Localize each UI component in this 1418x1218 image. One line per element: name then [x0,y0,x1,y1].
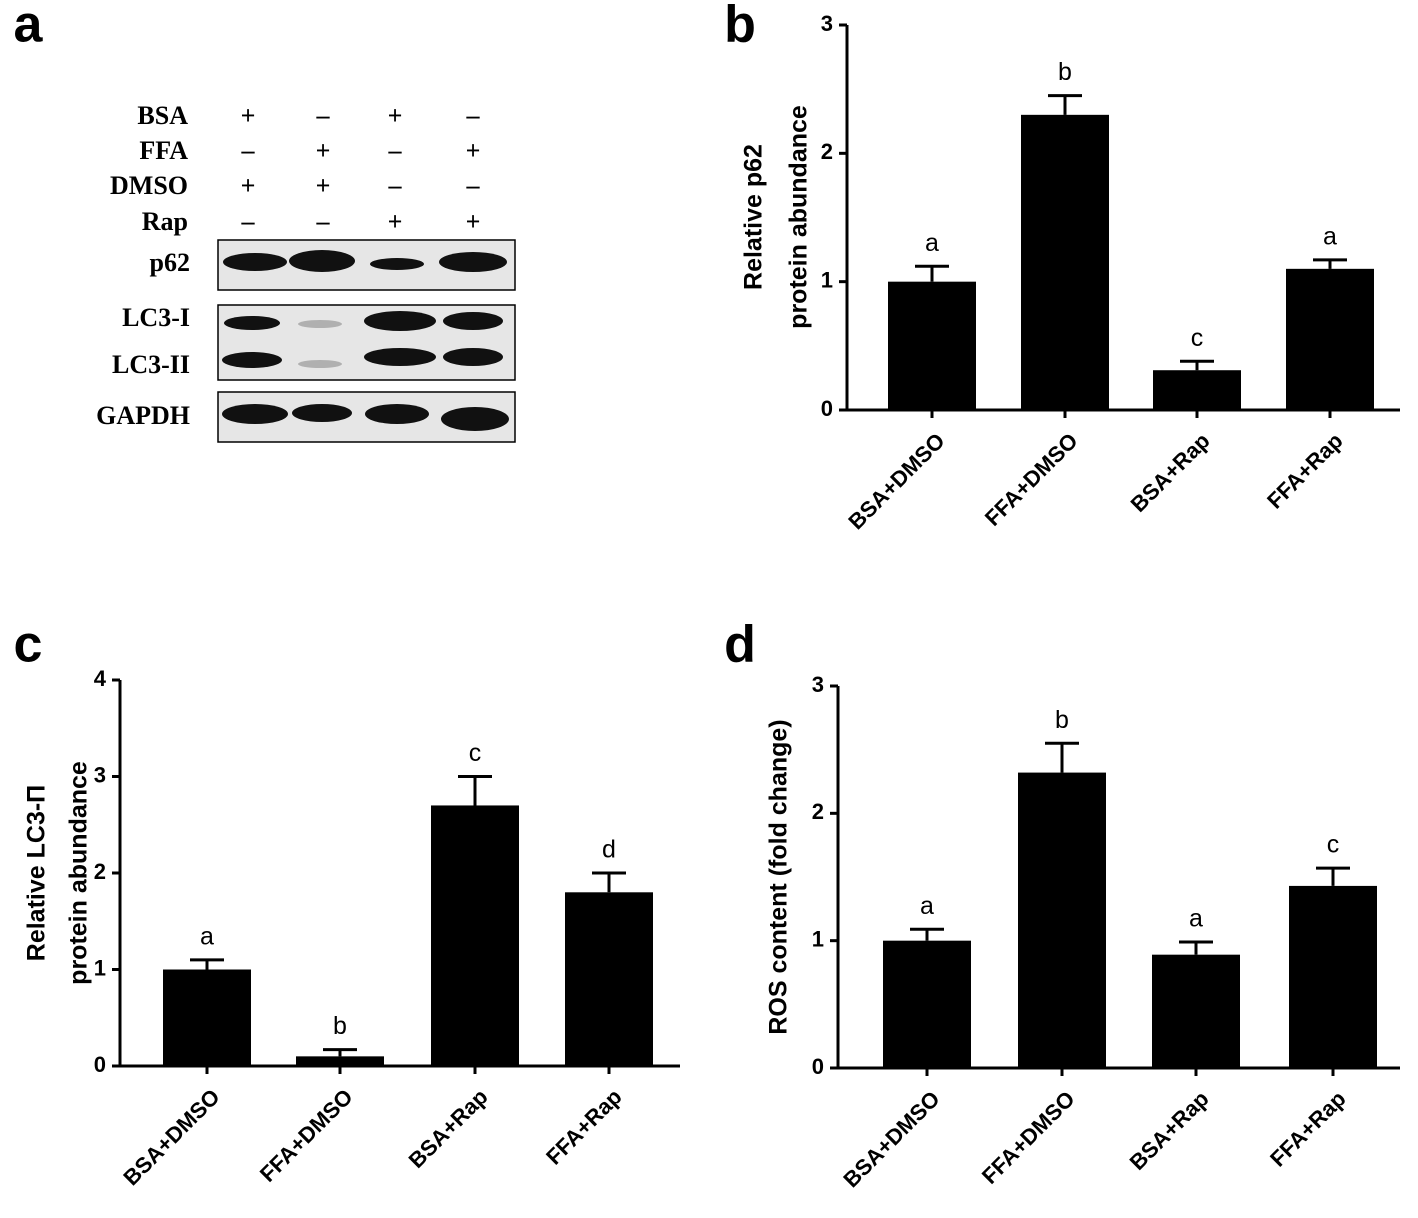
error-bar [458,775,492,806]
bar [431,805,519,1066]
y-tick-label: 3 [812,672,824,697]
bar [1289,885,1377,1068]
bar [883,940,971,1068]
y-axis-label: ROS content (fold change) [765,719,793,1034]
treatment-sign: + [388,207,403,236]
error-bar [190,958,224,970]
panel-label: b [724,0,756,54]
y-tick-label: 1 [821,267,833,292]
x-tick-label: BSA+DMSO [843,428,949,534]
y-tick-label: 1 [94,955,106,980]
treatment-sign: – [388,136,403,165]
treatment-label: FFA [139,136,188,165]
treatment-sign: – [466,101,481,130]
error-bar [1045,741,1079,773]
panel-label: d [724,616,756,674]
error-bar [1179,940,1213,955]
y-axis-label: protein abundance [65,761,93,985]
band-label: p62 [150,248,190,277]
bar [163,969,251,1066]
y-tick-label: 3 [821,11,833,36]
treatment-sign: – [388,171,403,200]
bar [1153,370,1241,410]
band-label: LC3-I [122,303,190,332]
treatment-sign: + [466,207,481,236]
significance-letter: c [1191,324,1204,352]
error-bar [1180,359,1214,371]
y-axis-label: Relative p62 [740,144,768,290]
significance-letter: d [602,836,616,864]
bar [1021,114,1109,410]
significance-letter: c [469,739,482,767]
y-tick-label: 4 [94,666,107,691]
significance-letter: b [1058,58,1072,86]
y-tick-label: 2 [94,859,106,884]
y-tick-label: 0 [821,396,833,421]
treatment-sign: + [466,136,481,165]
x-tick-label: BSA+DMSO [118,1084,224,1190]
y-tick-label: 0 [812,1054,824,1079]
y-tick-label: 3 [94,762,106,787]
error-bar [910,927,944,941]
panel-label: a [14,0,44,54]
treatment-sign: + [316,136,331,165]
significance-letter: c [1327,831,1340,859]
x-tick-label: FFA+Rap [1265,1086,1351,1172]
treatment-label: DMSO [110,171,188,200]
x-tick-label: FFA+Rap [1262,428,1348,514]
bar [888,281,976,410]
significance-letter: b [333,1012,347,1040]
treatment-sign: – [316,101,331,130]
band-label: LC3-II [112,350,190,379]
x-tick-label: FFA+DMSO [255,1084,358,1187]
y-axis-label: protein abundance [785,105,813,329]
treatment-sign: + [241,101,256,130]
treatment-sign: – [241,136,256,165]
panel-label: c [14,616,43,674]
treatment-sign: – [241,207,256,236]
x-tick-label: FFA+DMSO [980,428,1083,531]
significance-letter: a [925,229,939,257]
error-bar [592,871,626,893]
x-tick-label: BSA+Rap [404,1084,493,1173]
treatment-sign: – [466,171,481,200]
error-bar [1048,94,1082,115]
x-tick-label: FFA+DMSO [977,1086,1080,1189]
treatment-sign: + [388,101,403,130]
y-tick-label: 0 [94,1052,106,1077]
treatment-sign: + [316,171,331,200]
error-bar [323,1048,357,1057]
bar [1152,954,1240,1068]
y-tick-label: 1 [812,926,824,951]
significance-letter: b [1055,706,1069,734]
band-label: GAPDH [96,401,190,430]
treatment-sign: + [241,171,256,200]
x-tick-label: FFA+Rap [541,1084,627,1170]
x-tick-label: BSA+DMSO [838,1086,944,1192]
x-tick-label: BSA+Rap [1126,428,1215,517]
error-bar [1316,866,1350,886]
treatment-label: BSA [137,101,188,130]
treatment-sign: – [316,207,331,236]
bands [222,250,509,431]
y-tick-label: 2 [821,139,833,164]
significance-letter: a [200,922,214,950]
significance-letter: a [1323,222,1337,250]
x-tick-label: BSA+Rap [1125,1086,1214,1175]
treatment-label: Rap [142,207,188,236]
significance-letter: a [1189,905,1203,933]
error-bar [915,264,949,282]
significance-letter: a [920,892,934,920]
error-bar [1313,258,1347,269]
y-tick-label: 2 [812,799,824,824]
y-axis-label: Relative LC3-Π [23,785,51,961]
bar [1018,772,1106,1068]
bar [296,1056,384,1066]
bar [1286,268,1374,410]
bar [565,892,653,1066]
